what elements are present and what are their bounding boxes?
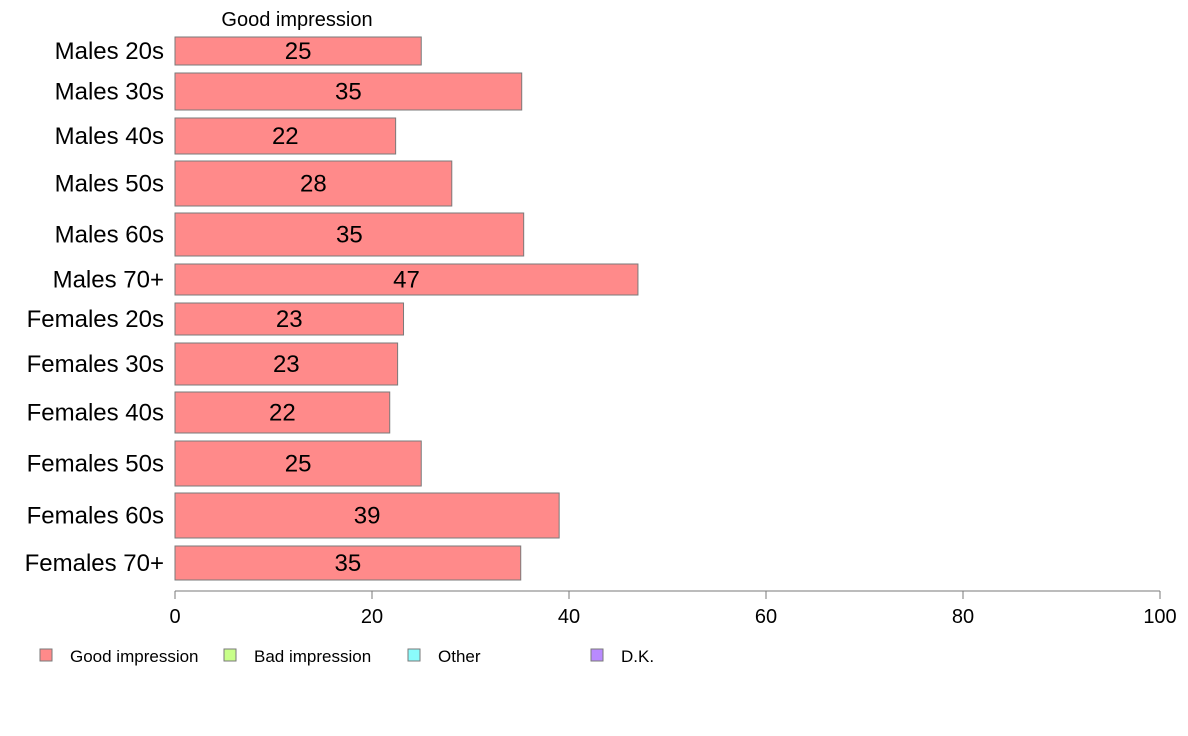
category-label: Females 20s bbox=[27, 306, 164, 333]
value-label: 35 bbox=[335, 79, 362, 106]
x-axis: 0 20 40 60 80 100 bbox=[169, 590, 1177, 628]
bar-males-20s bbox=[174, 36, 422, 66]
value-label: 47 bbox=[393, 267, 420, 294]
bar-males-30s bbox=[174, 72, 523, 111]
value-label: 25 bbox=[285, 38, 312, 65]
value-label: 23 bbox=[273, 351, 300, 378]
category-label: Males 40s bbox=[55, 123, 164, 150]
category-label: Males 60s bbox=[55, 222, 164, 249]
column-header: Good impression bbox=[221, 9, 372, 31]
x-tick-label: 20 bbox=[361, 606, 383, 628]
x-tick-label: 100 bbox=[1143, 606, 1176, 628]
legend-label: D.K. bbox=[621, 647, 654, 666]
category-label: Females 50s bbox=[27, 451, 164, 478]
value-label: 39 bbox=[354, 503, 381, 530]
category-label: Females 40s bbox=[27, 400, 164, 427]
legend: Good impression Bad impression Other D.K. bbox=[39, 647, 654, 666]
bar-females-40s bbox=[174, 391, 391, 434]
category-label: Females 70+ bbox=[25, 550, 164, 577]
value-label: 35 bbox=[335, 550, 362, 577]
value-label: 22 bbox=[269, 400, 296, 427]
value-label: 28 bbox=[300, 171, 327, 198]
legend-swatch bbox=[407, 648, 421, 662]
legend-swatch bbox=[590, 648, 604, 662]
legend-label: Bad impression bbox=[254, 647, 371, 666]
x-tick-label: 40 bbox=[558, 606, 580, 628]
legend-swatch bbox=[223, 648, 237, 662]
value-label: 35 bbox=[336, 222, 363, 249]
bar-males-70plus bbox=[174, 263, 639, 296]
bar-females-50s bbox=[174, 440, 422, 487]
x-tick-label: 60 bbox=[755, 606, 777, 628]
bar-males-40s bbox=[174, 117, 397, 155]
value-label: 23 bbox=[276, 306, 303, 333]
bar-females-30s bbox=[174, 342, 399, 386]
legend-label: Other bbox=[438, 647, 481, 666]
x-tick-label: 0 bbox=[169, 606, 180, 628]
category-label: Males 20s bbox=[55, 38, 164, 65]
category-label: Females 60s bbox=[27, 503, 164, 530]
bar-females-60s bbox=[174, 492, 560, 539]
bar-males-50s bbox=[174, 160, 453, 207]
bar-males-60s bbox=[174, 212, 525, 257]
legend-swatch bbox=[39, 648, 53, 662]
category-label: Males 50s bbox=[55, 171, 164, 198]
bar-females-20s bbox=[174, 302, 405, 336]
legend-label: Good impression bbox=[70, 647, 199, 666]
bar-females-70plus bbox=[174, 545, 522, 581]
x-tick-label: 80 bbox=[952, 606, 974, 628]
category-label: Males 30s bbox=[55, 79, 164, 106]
bars-layer: Males 20s 25 Males 30s 35 Males 40s 22 Males 5… bbox=[25, 36, 639, 581]
value-label: 25 bbox=[285, 451, 312, 478]
category-label: Males 70+ bbox=[53, 267, 164, 294]
value-label: 22 bbox=[272, 123, 299, 150]
category-label: Females 30s bbox=[27, 351, 164, 378]
